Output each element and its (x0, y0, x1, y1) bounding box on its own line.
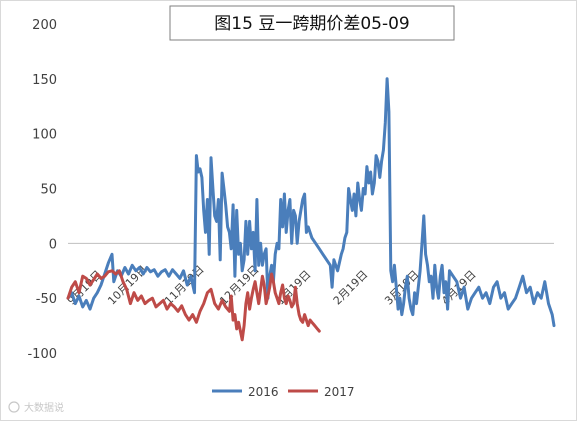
y-tick-label: 100 (32, 128, 57, 143)
chart-title: 图15 豆一跨期价差05-09 (214, 14, 409, 34)
watermark-text: 大数据说 (24, 401, 64, 414)
series-line-2017 (66, 269, 321, 342)
legend: 2016 2017 (212, 385, 355, 399)
title-box (169, 5, 455, 41)
legend-label-2016: 2016 (248, 385, 279, 399)
y-tick-label: 150 (32, 73, 57, 88)
y-tick-label: 50 (40, 183, 57, 198)
y-tick-label: 0 (49, 237, 57, 252)
y-tick-label: -100 (27, 347, 57, 362)
watermark-icon (8, 401, 20, 413)
y-tick-label: 200 (32, 18, 57, 33)
chart-title-box: 图15 豆一跨期价差05-09 (169, 5, 455, 41)
y-axis: -100 -50 0 50 100 150 200 (27, 18, 57, 362)
y-tick-label: -50 (36, 292, 57, 307)
series-line-2016 (66, 77, 556, 328)
series-layer (66, 77, 556, 342)
watermark: 大数据说 (8, 401, 64, 414)
legend-label-2017: 2017 (324, 385, 355, 399)
